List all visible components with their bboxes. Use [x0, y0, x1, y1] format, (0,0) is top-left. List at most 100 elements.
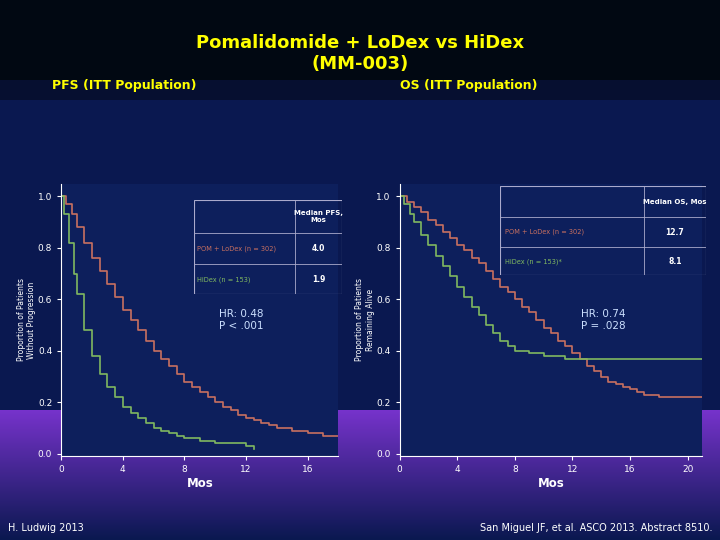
- Bar: [0, 434, 720, 435]
- Text: 4.0: 4.0: [312, 244, 325, 253]
- Bar: [0, 492, 720, 493]
- Bar: [0, 438, 720, 439]
- Bar: [0, 480, 720, 481]
- Bar: [0, 411, 720, 412]
- Bar: [0, 427, 720, 428]
- Bar: [0, 452, 720, 453]
- Bar: [0, 472, 720, 473]
- Bar: [0, 478, 720, 479]
- Bar: [0, 481, 720, 482]
- Bar: [0, 530, 720, 531]
- Bar: [0, 456, 720, 457]
- Bar: [0, 512, 720, 513]
- Bar: [0, 468, 720, 469]
- Bar: [0, 444, 720, 445]
- Bar: [0, 428, 720, 429]
- Bar: [0, 446, 720, 447]
- Bar: [0, 471, 720, 472]
- Bar: [0, 466, 720, 467]
- Bar: [0, 526, 720, 527]
- Bar: [0, 486, 720, 487]
- Bar: [0, 433, 720, 434]
- Bar: [0, 524, 720, 525]
- Bar: [0, 523, 720, 524]
- Bar: [0, 513, 720, 514]
- Bar: [0, 505, 720, 506]
- Bar: [0, 487, 720, 488]
- Bar: [0, 485, 720, 486]
- Bar: [0, 445, 720, 446]
- Bar: [0, 538, 720, 539]
- Bar: [0, 539, 720, 540]
- Bar: [0, 417, 720, 418]
- Bar: [0, 516, 720, 517]
- Bar: [0, 459, 720, 460]
- Bar: [0, 499, 720, 500]
- Text: HiDex (n = 153): HiDex (n = 153): [197, 276, 251, 283]
- Bar: [0, 510, 720, 511]
- Text: Median OS, Mos: Median OS, Mos: [643, 199, 706, 205]
- Bar: [0, 494, 720, 495]
- Y-axis label: Proportion of Patients
Without Progression: Proportion of Patients Without Progressi…: [17, 279, 37, 361]
- Bar: [0, 462, 720, 463]
- Bar: [0, 497, 720, 498]
- Bar: [0, 531, 720, 532]
- Bar: [0, 415, 720, 416]
- Bar: [0, 416, 720, 417]
- Bar: [0, 80, 720, 100]
- Text: H. Ludwig 2013: H. Ludwig 2013: [8, 523, 84, 533]
- Bar: [0, 475, 720, 476]
- Bar: [0, 469, 720, 470]
- Bar: [0, 435, 720, 436]
- Bar: [0, 443, 720, 444]
- Bar: [0, 430, 720, 431]
- Text: HR: 0.48
P < .001: HR: 0.48 P < .001: [219, 309, 264, 330]
- Bar: [0, 422, 720, 423]
- Bar: [0, 515, 720, 516]
- Bar: [0, 491, 720, 492]
- Bar: [0, 412, 720, 413]
- Bar: [0, 528, 720, 529]
- Bar: [0, 504, 720, 505]
- Bar: [0, 493, 720, 494]
- Bar: [0, 429, 720, 430]
- Y-axis label: Proportion of Patients
Remaining Alive: Proportion of Patients Remaining Alive: [356, 279, 375, 361]
- Bar: [0, 460, 720, 461]
- Text: 8.1: 8.1: [668, 257, 682, 266]
- Bar: [0, 454, 720, 455]
- Bar: [0, 503, 720, 504]
- Bar: [0, 522, 720, 523]
- Bar: [0, 500, 720, 501]
- Bar: [0, 532, 720, 533]
- Text: HR: 0.74
P = .028: HR: 0.74 P = .028: [581, 309, 626, 330]
- Bar: [0, 470, 720, 471]
- Bar: [0, 424, 720, 425]
- Bar: [0, 490, 720, 491]
- Bar: [0, 440, 720, 441]
- Text: PFS (ITT Population): PFS (ITT Population): [52, 78, 197, 91]
- Bar: [0, 442, 720, 443]
- Bar: [0, 474, 720, 475]
- Bar: [0, 479, 720, 480]
- Bar: [0, 439, 720, 440]
- Bar: [0, 496, 720, 497]
- Text: POM + LoDex (n = 302): POM + LoDex (n = 302): [505, 229, 584, 235]
- Bar: [0, 450, 720, 451]
- Bar: [0, 509, 720, 510]
- Text: POM + LoDex (n = 302): POM + LoDex (n = 302): [197, 245, 276, 252]
- Bar: [0, 414, 720, 415]
- Bar: [0, 533, 720, 534]
- Bar: [0, 461, 720, 462]
- Bar: [0, 447, 720, 448]
- Bar: [0, 451, 720, 452]
- Text: 1.9: 1.9: [312, 275, 325, 284]
- Bar: [0, 0, 720, 80]
- Bar: [0, 537, 720, 538]
- X-axis label: Mos: Mos: [186, 477, 213, 490]
- Bar: [0, 495, 720, 496]
- Bar: [0, 525, 720, 526]
- Bar: [0, 453, 720, 454]
- Bar: [0, 410, 720, 411]
- Bar: [0, 519, 720, 520]
- Bar: [0, 508, 720, 509]
